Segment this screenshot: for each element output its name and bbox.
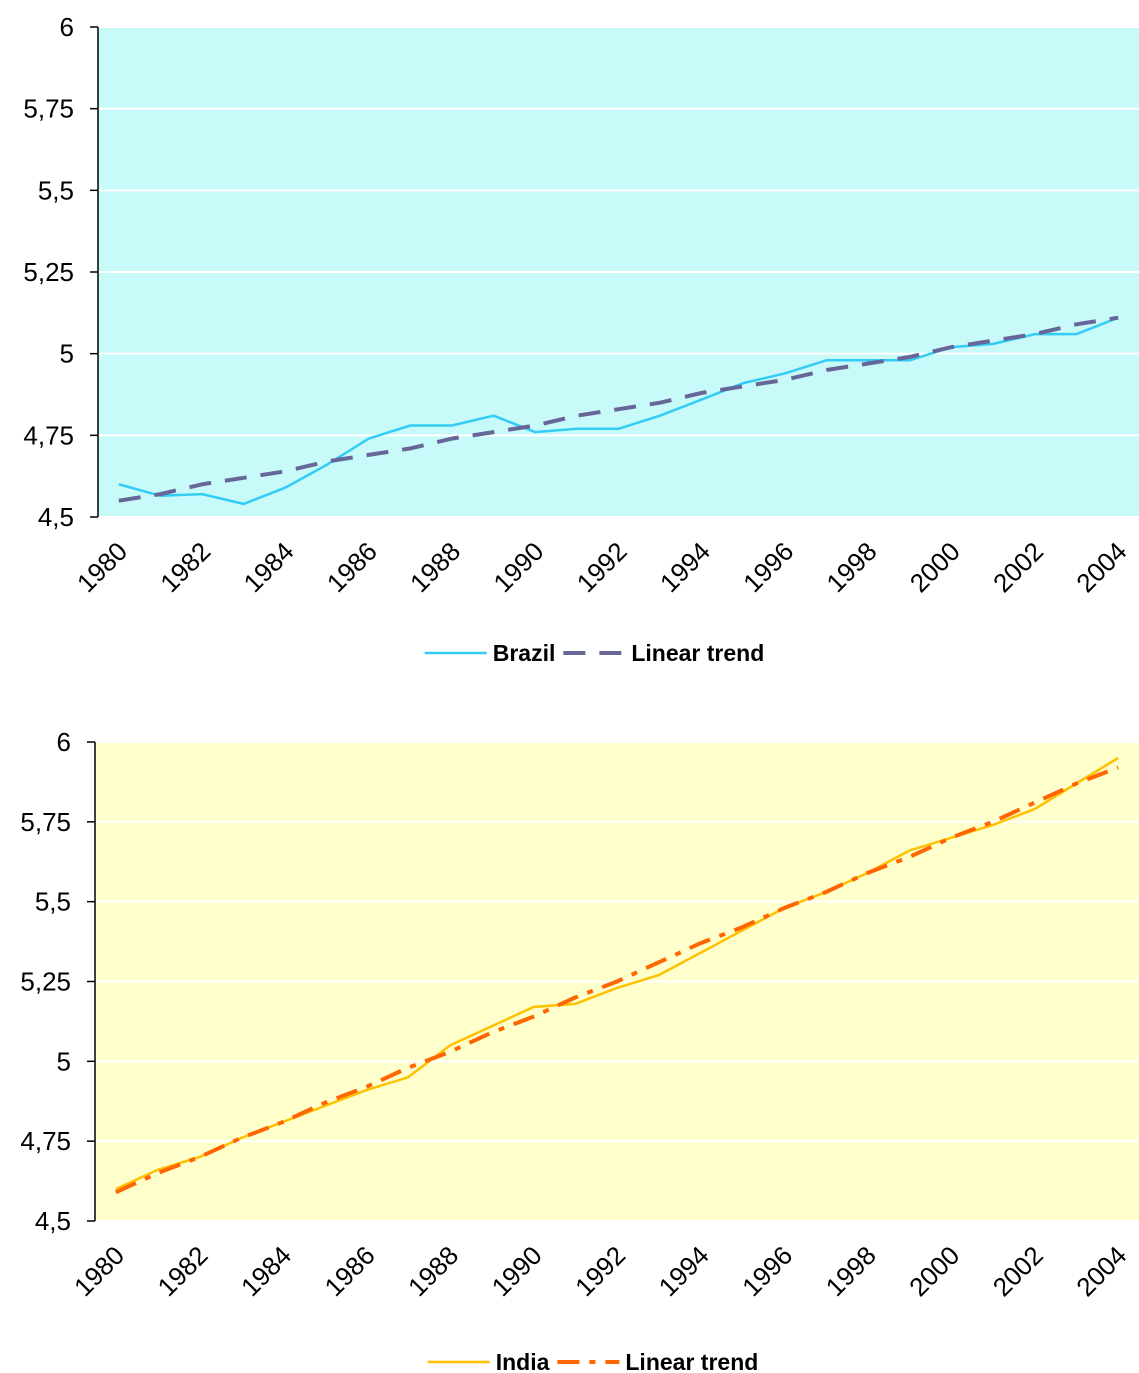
x-tick-label: 1980 xyxy=(71,536,133,598)
x-tick-label: 2002 xyxy=(987,1240,1049,1302)
x-tick-label: 2004 xyxy=(1070,536,1132,598)
y-tick-label: 5,5 xyxy=(38,175,74,205)
x-tick-label: 1998 xyxy=(820,536,882,598)
y-tick-label: 4,75 xyxy=(20,1126,71,1156)
y-tick-label: 5 xyxy=(60,339,74,369)
y-tick-label: 4,5 xyxy=(35,1206,71,1236)
x-tick-label: 2002 xyxy=(987,536,1049,598)
x-tick-label: 1994 xyxy=(654,536,716,598)
x-tick-label: 1992 xyxy=(571,536,633,598)
legend-label: Linear trend xyxy=(631,640,764,666)
x-tick-label: 1980 xyxy=(68,1240,130,1302)
x-tick-label: 1996 xyxy=(737,536,799,598)
y-tick-label: 5,25 xyxy=(23,257,74,287)
x-tick-label: 1984 xyxy=(238,536,300,598)
y-tick-label: 6 xyxy=(57,727,71,757)
y-tick-label: 5,75 xyxy=(20,807,71,837)
y-tick-label: 5,75 xyxy=(23,94,74,124)
series-line xyxy=(118,315,1119,503)
series-line xyxy=(115,765,1119,1195)
x-tick-label: 1990 xyxy=(487,536,549,598)
legend-label: Linear trend xyxy=(625,1349,758,1373)
y-tick-label: 6 xyxy=(60,12,74,42)
y-tick-label: 4,75 xyxy=(23,420,74,450)
x-tick-label: 1996 xyxy=(736,1240,798,1302)
y-tick-label: 5 xyxy=(57,1046,71,1076)
x-tick-label: 1990 xyxy=(486,1240,548,1302)
x-tick-label: 1988 xyxy=(404,536,466,598)
x-tick-label: 2004 xyxy=(1070,1240,1132,1302)
x-tick-label: 1982 xyxy=(152,1240,214,1302)
x-tick-label: 1988 xyxy=(402,1240,464,1302)
x-tick-label: 1992 xyxy=(569,1240,631,1302)
legend-label: India xyxy=(496,1349,550,1373)
x-tick-label: 2000 xyxy=(903,1240,965,1302)
legend-label: Brazil xyxy=(493,640,556,666)
x-tick-label: 1986 xyxy=(319,1240,381,1302)
x-tick-label: 1984 xyxy=(235,1240,297,1302)
x-tick-label: 1994 xyxy=(653,1240,715,1302)
x-tick-label: 1986 xyxy=(321,536,383,598)
y-tick-label: 5,5 xyxy=(35,887,71,917)
x-tick-label: 1982 xyxy=(154,536,216,598)
y-tick-label: 4,5 xyxy=(38,502,74,532)
x-tick-label: 2000 xyxy=(904,536,966,598)
x-tick-label: 1998 xyxy=(820,1240,882,1302)
y-tick-label: 5,25 xyxy=(20,967,71,997)
